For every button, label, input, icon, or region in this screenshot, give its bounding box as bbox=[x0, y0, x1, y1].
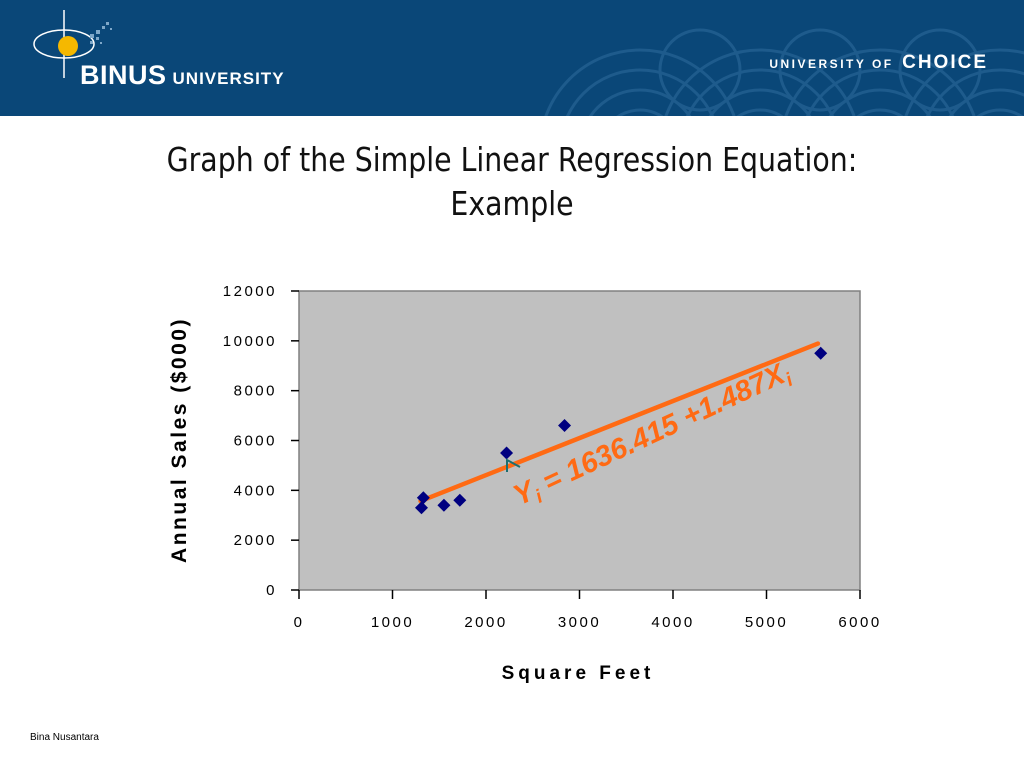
slide-title-line1: Graph of the Simple Linear Regression Eq… bbox=[166, 140, 858, 179]
footer-text: Bina Nusantara bbox=[30, 732, 99, 743]
plot-area bbox=[298, 290, 861, 591]
tagline: UNIVERSITY OF CHOICE bbox=[769, 52, 988, 74]
hat-icon bbox=[506, 458, 521, 472]
data-point bbox=[414, 501, 428, 515]
x-tick-label: 6000 bbox=[838, 614, 881, 631]
y-tick-label: 8000 bbox=[234, 383, 277, 400]
logo-secondary: UNIVERSITY bbox=[172, 69, 285, 88]
x-tick-label: 3000 bbox=[558, 614, 601, 631]
slide-title: Graph of the Simple Linear Regression Eq… bbox=[72, 138, 953, 226]
y-axis-label: Annual Sales ($000) bbox=[168, 317, 191, 563]
data-point bbox=[453, 493, 467, 507]
x-tick-label: 1000 bbox=[371, 614, 414, 631]
x-tick-label: 5000 bbox=[745, 614, 788, 631]
y-tick-label: 12000 bbox=[223, 283, 277, 300]
header-banner: BINUS UNIVERSITY UNIVERSITY OF CHOICE bbox=[0, 0, 1024, 116]
header-arcs-decoration bbox=[544, 28, 1024, 116]
data-point bbox=[500, 446, 514, 460]
data-point bbox=[558, 419, 572, 433]
data-point bbox=[814, 346, 828, 360]
x-axis-label: Square Feet bbox=[502, 663, 655, 684]
regression-line bbox=[418, 341, 821, 504]
x-tick-label: 2000 bbox=[464, 614, 507, 631]
y-tick-label: 6000 bbox=[234, 433, 277, 450]
slide-title-line2: Example bbox=[450, 184, 574, 223]
y-tick-label: 0 bbox=[266, 582, 277, 599]
y-tick-label: 4000 bbox=[234, 482, 277, 499]
logo-sphere-icon bbox=[33, 10, 112, 78]
tagline-main: CHOICE bbox=[902, 52, 988, 73]
logo-wordmark: BINUS UNIVERSITY bbox=[80, 60, 285, 91]
data-point bbox=[416, 491, 430, 505]
y-tick-label: 2000 bbox=[234, 532, 277, 549]
y-tick-label: 10000 bbox=[223, 333, 277, 350]
data-point bbox=[437, 498, 451, 512]
x-tick-label: 4000 bbox=[651, 614, 694, 631]
tagline-prefix: UNIVERSITY OF bbox=[769, 57, 894, 71]
x-tick-label: 0 bbox=[294, 614, 305, 631]
logo-main: BINUS bbox=[80, 60, 167, 90]
